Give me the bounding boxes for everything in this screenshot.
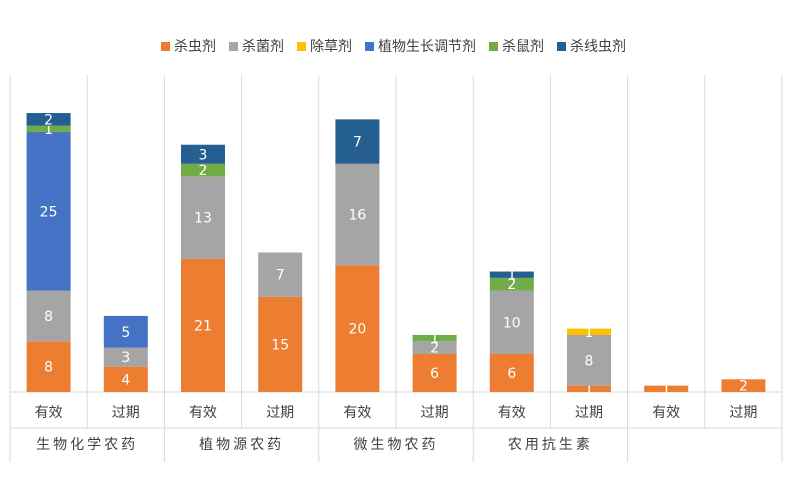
bar-segment [489, 271, 534, 278]
bar-segment [721, 379, 766, 392]
data-label: 2 [507, 277, 516, 293]
x-tick-label: 有效 [498, 405, 526, 421]
x-tick-label: 有效 [652, 405, 680, 421]
bar-segment [489, 353, 534, 392]
bar-segment [181, 176, 225, 259]
data-label: 16 [348, 207, 366, 223]
bar-segment [26, 341, 71, 392]
data-label: 8 [585, 353, 594, 369]
legend-swatch [161, 42, 170, 51]
data-label: 25 [40, 204, 58, 220]
data-label: 21 [194, 318, 212, 334]
data-label: 8 [44, 360, 53, 376]
bar-segment [103, 315, 148, 348]
data-label: 1 [430, 331, 439, 347]
bar-segment [335, 163, 380, 266]
bar-segment [412, 341, 457, 354]
bar-segment [181, 144, 225, 164]
bar-segment [103, 366, 148, 392]
legend-label: 杀线虫剂 [570, 39, 626, 55]
legend-swatch [557, 42, 566, 51]
bar-segment [335, 265, 380, 392]
data-label: 10 [503, 315, 521, 331]
bar-segment [258, 296, 303, 392]
x-tick-label: 有效 [35, 405, 63, 421]
x-tick-label: 有效 [343, 405, 371, 421]
bar-segment [181, 258, 225, 392]
data-label: 2 [739, 379, 748, 395]
data-label: 6 [507, 366, 516, 382]
x-tick-label: 过期 [421, 405, 449, 421]
legend-label: 杀虫剂 [174, 39, 216, 55]
x-tick-label: 过期 [266, 405, 294, 421]
group-label: 农用抗生素 [508, 437, 593, 453]
data-label: 1 [585, 325, 594, 341]
bar-segment [258, 252, 303, 297]
bar-segment [489, 277, 534, 291]
bar-segment [335, 119, 380, 164]
bar-segment [412, 334, 457, 342]
x-tick-label: 过期 [575, 405, 603, 421]
legend-swatch [297, 42, 306, 51]
x-tick-label: 过期 [112, 405, 140, 421]
data-label: 4 [121, 372, 130, 388]
bar-segment [567, 334, 611, 386]
bar-segment [26, 290, 71, 342]
data-label: 1 [662, 382, 671, 398]
group-label: 微生物农药 [354, 437, 439, 453]
group-label: 植物源农药 [199, 437, 284, 453]
bar-segment [26, 132, 71, 291]
legend-swatch [489, 42, 498, 51]
legend-label: 植物生长调节剂 [378, 39, 476, 55]
legend-label: 杀菌剂 [242, 39, 284, 55]
legend-label: 杀鼠剂 [502, 39, 544, 55]
data-label: 1 [585, 382, 594, 398]
data-label: 3 [199, 147, 208, 163]
bar-segment [489, 290, 534, 354]
bar-segment [567, 385, 611, 392]
data-label: 5 [121, 325, 130, 341]
data-label: 2 [199, 163, 208, 179]
legend-swatch [229, 42, 238, 51]
data-label: 15 [271, 337, 289, 353]
bar-segment [181, 163, 225, 177]
bar-segment [644, 385, 689, 392]
data-label: 3 [121, 350, 130, 366]
bar-segment [103, 347, 148, 367]
data-label: 20 [348, 322, 366, 338]
data-label: 6 [430, 366, 439, 382]
bar-segment [26, 125, 71, 133]
data-label: 13 [194, 211, 212, 227]
data-label: 1 [44, 122, 53, 138]
bar-segment [26, 113, 71, 126]
bar-segment [412, 353, 457, 392]
data-label: 2 [44, 112, 53, 128]
data-label: 8 [44, 309, 53, 325]
group-label: 生物化学农药 [36, 437, 138, 453]
x-tick-label: 过期 [729, 405, 757, 421]
data-label: 7 [276, 268, 285, 284]
data-label: 1 [507, 268, 516, 284]
x-tick-label: 有效 [189, 405, 217, 421]
legend-label: 除草剂 [310, 39, 352, 55]
data-label: 2 [430, 341, 439, 357]
legend-swatch [365, 42, 374, 51]
data-label: 7 [353, 135, 362, 151]
bar-segment [567, 328, 611, 335]
